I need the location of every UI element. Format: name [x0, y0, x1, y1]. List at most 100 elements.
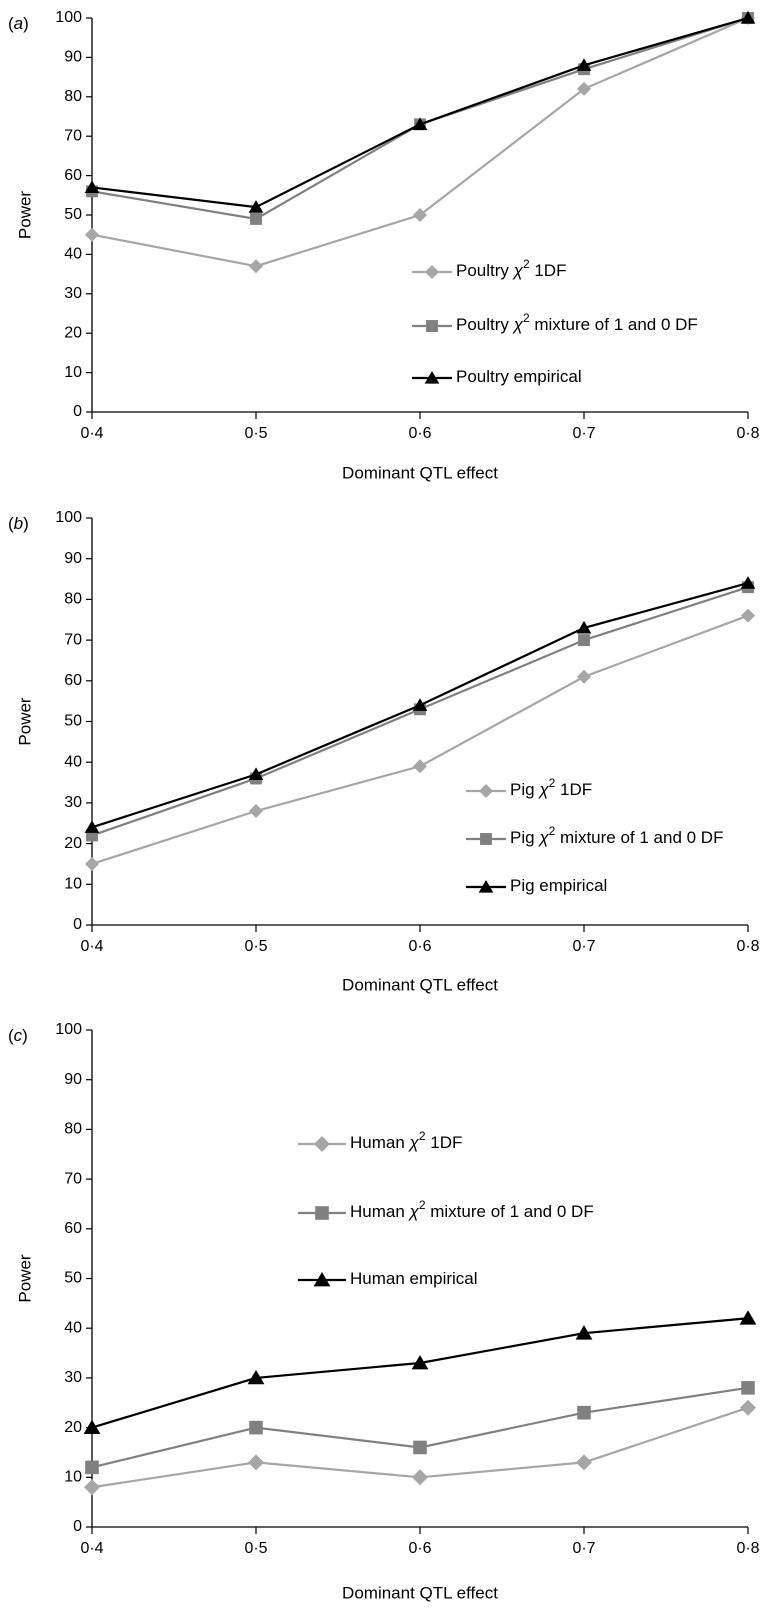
data-point-square — [86, 829, 98, 842]
legend-marker-square — [426, 320, 438, 332]
series-line-triangle — [91, 16, 749, 209]
data-point-triangle — [83, 1419, 101, 1434]
legend-label-tail: 1DF — [426, 1133, 463, 1152]
data-point-square — [413, 1440, 427, 1455]
legend-label-main: Poultry — [456, 261, 509, 280]
legend-entry-label: Poultry χ2 1DF — [456, 257, 566, 280]
x-tick-label: 0·7 — [572, 938, 595, 955]
y-tick-label: 100 — [55, 1021, 82, 1038]
y-tick-label: 80 — [64, 1121, 82, 1138]
panel-label: (a) — [8, 14, 29, 33]
legend-marker-diamond — [479, 784, 493, 798]
panel-label: (c) — [8, 1026, 28, 1045]
y-tick-label: 70 — [64, 1170, 82, 1187]
chart-panel-a: (a) 0 10 20 30 40 50 60 70 80 90 100 0·4 0·5 0·6 0·7 0·8… — [8, 9, 760, 482]
legend-label-superscript: 2 — [419, 1198, 426, 1212]
data-point-diamond — [577, 669, 591, 684]
legend-label-superscript: 2 — [419, 1129, 426, 1143]
x-axis-title: Dominant QTL effect — [342, 1583, 498, 1602]
data-point-triangle — [248, 200, 264, 213]
x-axis-title: Dominant QTL effect — [342, 975, 498, 994]
legend-label-symbol: χ — [408, 1133, 420, 1152]
legend-label-symbol: χ — [537, 828, 549, 847]
legend-label-symbol: χ — [512, 261, 524, 280]
legend-entry-label: Human χ2 1DF — [350, 1129, 462, 1152]
data-point-triangle — [576, 620, 592, 634]
legend-label-main: Poultry — [456, 315, 509, 334]
data-point-square — [578, 634, 590, 647]
data-point-diamond — [84, 1479, 100, 1496]
x-tick-label: 0·8 — [736, 425, 759, 442]
y-tick-label: 80 — [64, 591, 82, 608]
data-point-triangle — [411, 1354, 429, 1370]
panel-label-letter: b — [14, 514, 23, 533]
x-tick-label: 0·7 — [572, 425, 595, 442]
y-axis-title: Power — [15, 191, 34, 240]
legend-label-main: Pig — [510, 828, 535, 847]
data-point-diamond — [85, 856, 99, 871]
y-tick-label: 20 — [64, 324, 82, 341]
data-point-diamond — [248, 1454, 264, 1471]
data-point-diamond — [577, 81, 591, 96]
legend-label-symbol: χ — [512, 315, 524, 334]
y-tick-label: 60 — [64, 167, 82, 184]
data-point-diamond — [741, 608, 755, 623]
y-tick-label: 0 — [73, 1518, 82, 1535]
y-tick-label: 70 — [64, 631, 82, 648]
series-line-diamond — [91, 614, 749, 865]
x-tick-label: 0·6 — [408, 1540, 431, 1557]
data-point-square — [577, 1405, 591, 1420]
legend-label-main: Poultry empirical — [456, 367, 582, 386]
legend-entry-label: Poultry empirical — [456, 367, 582, 386]
legend-marker-triangle — [313, 1272, 331, 1287]
y-tick-label: 0 — [73, 403, 82, 420]
y-tick-label: 30 — [64, 794, 82, 811]
y-tick-label: 30 — [64, 285, 82, 302]
y-tick-label: 100 — [55, 509, 82, 526]
data-point-diamond — [413, 759, 427, 774]
x-axis-title: Dominant QTL effect — [342, 463, 498, 482]
y-axis-title: Power — [15, 697, 34, 746]
y-tick-label: 80 — [64, 88, 82, 105]
y-tick-label: 90 — [64, 550, 82, 567]
y-tick-label: 40 — [64, 1319, 82, 1336]
y-tick-label: 50 — [64, 1270, 82, 1287]
y-tick-label: 40 — [64, 246, 82, 263]
series-line-diamond — [91, 16, 749, 268]
data-point-triangle — [575, 1325, 593, 1340]
data-point-diamond — [249, 259, 263, 274]
data-point-diamond — [85, 227, 99, 242]
legend-label-superscript: 2 — [523, 311, 530, 325]
y-tick-label: 50 — [64, 206, 82, 223]
y-tick-label: 60 — [64, 1220, 82, 1237]
data-point-diamond — [740, 1399, 756, 1416]
x-tick-label: 0·7 — [572, 1540, 595, 1557]
y-tick-label: 90 — [64, 49, 82, 66]
data-point-triangle — [247, 1369, 265, 1385]
series-line-triangle — [91, 1317, 749, 1429]
legend-label-superscript: 2 — [549, 824, 556, 838]
legend-label-tail: mixture of 1 and 0 DF — [530, 315, 698, 334]
data-point-triangle — [84, 820, 100, 833]
legend-marker-diamond — [314, 1136, 330, 1152]
data-point-square — [250, 212, 262, 225]
legend-entry-label: Human χ2 mixture of 1 and 0 DF — [350, 1198, 594, 1221]
y-tick-label: 10 — [64, 876, 82, 893]
y-tick-label: 20 — [64, 835, 82, 852]
chart-panel-b: (b) 0 10 20 30 40 50 60 70 80 90 100 0·4 0·5 0·6 0·7 0·8… — [8, 509, 760, 994]
legend-label-symbol: χ — [408, 1202, 420, 1221]
data-point-triangle — [412, 117, 428, 130]
legend-label-tail: mixture of 1 and 0 DF — [555, 828, 723, 847]
legend-entry-label: Poultry χ2 mixture of 1 and 0 DF — [456, 311, 698, 334]
x-tick-label: 0·4 — [80, 425, 103, 442]
y-tick-label: 0 — [73, 916, 82, 933]
legend-label-superscript: 2 — [523, 257, 530, 271]
x-tick-label: 0·5 — [244, 425, 267, 442]
series-line-square — [91, 1386, 749, 1469]
y-tick-label: 60 — [64, 672, 82, 689]
y-tick-label: 50 — [64, 713, 82, 730]
data-point-triangle — [740, 11, 756, 24]
data-point-diamond — [412, 1469, 428, 1486]
legend-marker-triangle — [424, 371, 440, 384]
y-tick-label: 30 — [64, 1369, 82, 1386]
